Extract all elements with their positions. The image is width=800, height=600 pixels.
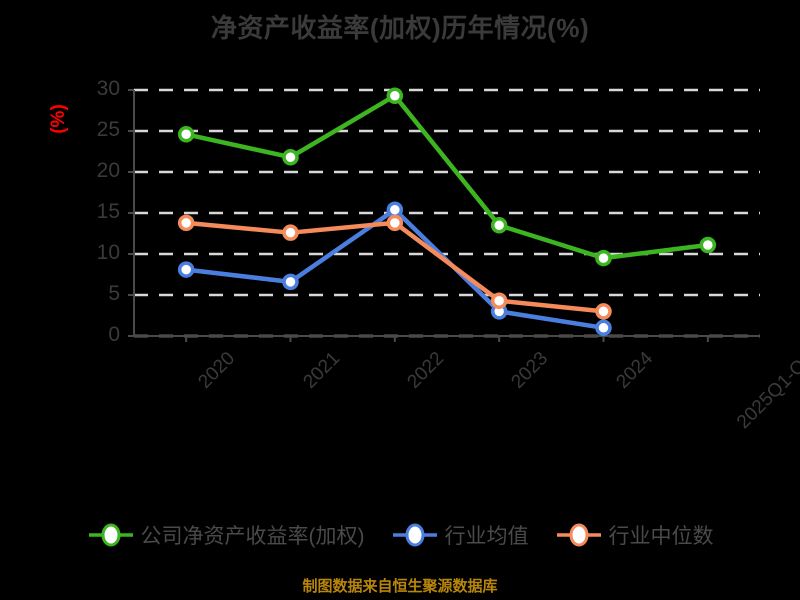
data-point-marker: [177, 261, 195, 278]
y-tick-label: 15: [96, 200, 120, 223]
data-point-marker: [490, 217, 508, 234]
data-point-marker: [282, 273, 299, 291]
legend-marker-icon: [392, 523, 437, 547]
data-point-marker: [595, 249, 612, 267]
y-tick-label: 0: [108, 323, 120, 346]
y-tick-label: 10: [96, 241, 120, 264]
footer-source-note: 制图数据来自恒生聚源数据库: [302, 578, 498, 595]
data-point-marker: [490, 292, 508, 309]
legend-label: 公司净资产收益率(加权): [140, 525, 365, 548]
legend-item-1[interactable]: 行业均值: [391, 520, 529, 550]
legend-item-2[interactable]: 行业中位数: [555, 520, 714, 550]
y-tick-label: 30: [96, 77, 120, 100]
data-point-marker: [282, 148, 299, 166]
data-point-marker: [177, 126, 195, 143]
y-tick-label: 20: [96, 159, 120, 182]
data-point-marker: [595, 303, 612, 320]
data-point-marker: [282, 224, 299, 241]
data-point-marker: [386, 201, 404, 218]
data-point-marker: [699, 236, 717, 254]
data-point-marker: [177, 214, 195, 232]
data-point-marker: [386, 214, 404, 232]
y-tick-label: 5: [108, 282, 120, 305]
legend-marker-icon: [88, 523, 133, 547]
legend-item-0[interactable]: 公司净资产收益率(加权): [87, 520, 365, 550]
chart-title: 净资产收益率(加权)历年情况(%): [210, 13, 590, 43]
legend-label: 行业中位数: [608, 525, 714, 548]
chart-legend: 公司净资产收益率(加权) 行业均值 行业中位数: [0, 520, 800, 550]
data-point-marker: [595, 319, 612, 337]
series-line-0: [183, 93, 711, 261]
y-tick-label: 25: [96, 118, 120, 141]
data-point-marker: [386, 87, 404, 104]
legend-label: 行业均值: [444, 525, 529, 548]
legend-marker-icon: [556, 523, 601, 547]
